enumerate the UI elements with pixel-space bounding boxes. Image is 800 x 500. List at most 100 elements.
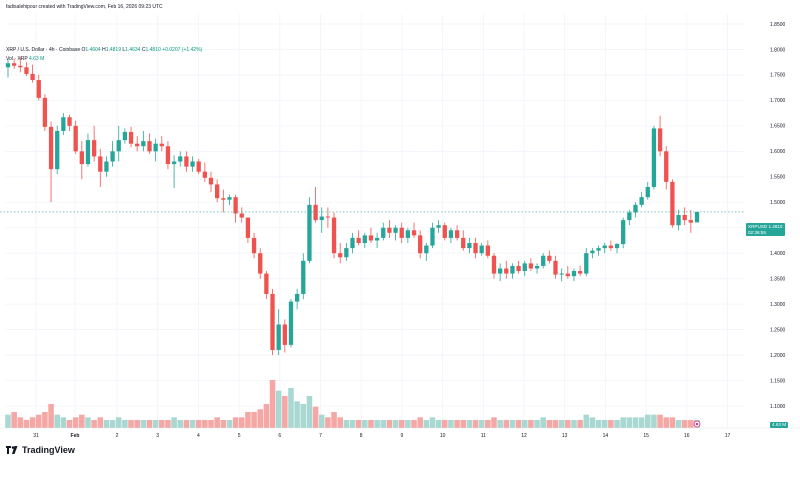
candle-body	[393, 227, 398, 233]
volume-bar	[109, 420, 116, 428]
volume-bar	[11, 412, 17, 428]
volume-bar	[515, 420, 522, 428]
volume-bar	[663, 417, 670, 428]
price-tag: XRPUSD 1.4810 02:36:55	[746, 223, 785, 236]
candle-body	[571, 271, 577, 277]
candle-body	[55, 130, 60, 170]
candle-body	[36, 80, 41, 98]
volume-bar	[29, 417, 36, 428]
candle-body	[559, 273, 564, 275]
candle-body	[430, 227, 435, 246]
y-tick-label: 1.8000	[770, 47, 786, 53]
volume-bar	[601, 420, 608, 428]
candle-body	[79, 151, 84, 165]
x-tick-label: 9	[401, 433, 404, 439]
candle-body	[639, 197, 644, 205]
volume-bar	[349, 420, 356, 428]
volume-bar	[251, 412, 257, 428]
candle-body	[596, 248, 601, 251]
volume-bar	[466, 420, 473, 428]
candle-body	[497, 268, 503, 274]
volume-bar	[23, 420, 30, 428]
grid-lines	[5, 14, 745, 428]
price-tag-countdown: 02:36:55	[748, 229, 766, 235]
candle-body	[221, 198, 226, 200]
candle-body	[208, 177, 214, 185]
candle-body	[381, 227, 386, 238]
y-tick-label: 1.3000	[770, 302, 786, 308]
volume-bar	[177, 420, 184, 428]
candle-body	[664, 151, 669, 182]
candle-body	[356, 237, 361, 244]
candle-body	[399, 227, 404, 238]
candle-body	[473, 243, 478, 254]
volume-bar	[337, 417, 343, 428]
volume-bar	[134, 420, 140, 428]
candle-body	[245, 217, 251, 238]
candle-body	[418, 235, 423, 254]
candle-body	[159, 143, 164, 147]
candle-body	[233, 197, 238, 214]
volume-bar	[294, 401, 300, 428]
volume-bar	[48, 404, 54, 428]
volume-bar	[306, 396, 313, 428]
volume-bar	[509, 420, 516, 428]
candle-body	[491, 255, 497, 274]
volume-bar	[478, 420, 485, 428]
candle-body	[590, 250, 595, 254]
price-axis[interactable]: 1.8500 1.8000 1.7500 1.7000 1.6500 1.6000 1.55…	[770, 22, 786, 410]
price-tag-value: 1.4810	[768, 224, 783, 229]
candle-body	[98, 156, 103, 172]
candle-body	[454, 230, 460, 238]
candle-body	[510, 265, 515, 274]
volume-tag: 4.63 M	[770, 422, 789, 428]
candle-body	[67, 117, 72, 126]
volume-bar	[214, 417, 220, 428]
volume-bar	[442, 420, 448, 428]
candle-body	[313, 204, 318, 221]
volume-bar	[232, 417, 239, 428]
volume-bar	[460, 420, 467, 428]
volume-bar	[257, 409, 263, 428]
open-value: 1.4604	[85, 47, 101, 53]
candle-body	[516, 265, 521, 272]
volume-bar	[583, 414, 590, 428]
candle-body	[24, 67, 29, 74]
y-tick-label: 1.3500	[770, 276, 786, 282]
volume-bar	[66, 420, 73, 428]
time-axis[interactable]: 31 Feb 2 3 4 5 6 7 8 9 10 11 12 13 14 15 16 17	[0, 427, 800, 439]
volume-bar	[669, 417, 676, 428]
open-label: O	[81, 47, 86, 53]
x-tick-label: 6	[278, 433, 281, 439]
volume-bar	[472, 420, 479, 428]
volume-bar	[632, 417, 639, 428]
volume-bar	[146, 420, 153, 428]
volume-bar	[497, 420, 503, 428]
volume-bar	[245, 412, 251, 428]
volume-bar	[318, 414, 325, 428]
candle-body	[657, 128, 663, 152]
candle-body	[651, 128, 657, 187]
volume-bar	[626, 417, 633, 428]
volume-bar	[331, 412, 337, 428]
candle-body	[91, 140, 97, 157]
volume-bar	[103, 420, 110, 428]
candle-body	[301, 260, 306, 294]
volume-label: Vol · XRP	[6, 56, 28, 62]
volume-bar	[571, 420, 577, 428]
volume-bar	[362, 420, 368, 428]
candle-body	[479, 245, 484, 254]
y-tick-label: 1.5000	[770, 200, 786, 206]
volume-bar	[558, 420, 565, 428]
x-tick-label: 7	[319, 433, 322, 439]
x-tick-label: 10	[440, 433, 446, 439]
volume-bar	[398, 420, 405, 428]
candle-body	[442, 225, 447, 238]
x-tick-label: 14	[603, 433, 609, 439]
volume-bar	[325, 417, 331, 428]
volume-bar	[405, 420, 411, 428]
candle-body	[362, 235, 367, 244]
volume-bar	[528, 420, 534, 428]
tradingview-logo[interactable]: TradingView	[6, 445, 75, 455]
